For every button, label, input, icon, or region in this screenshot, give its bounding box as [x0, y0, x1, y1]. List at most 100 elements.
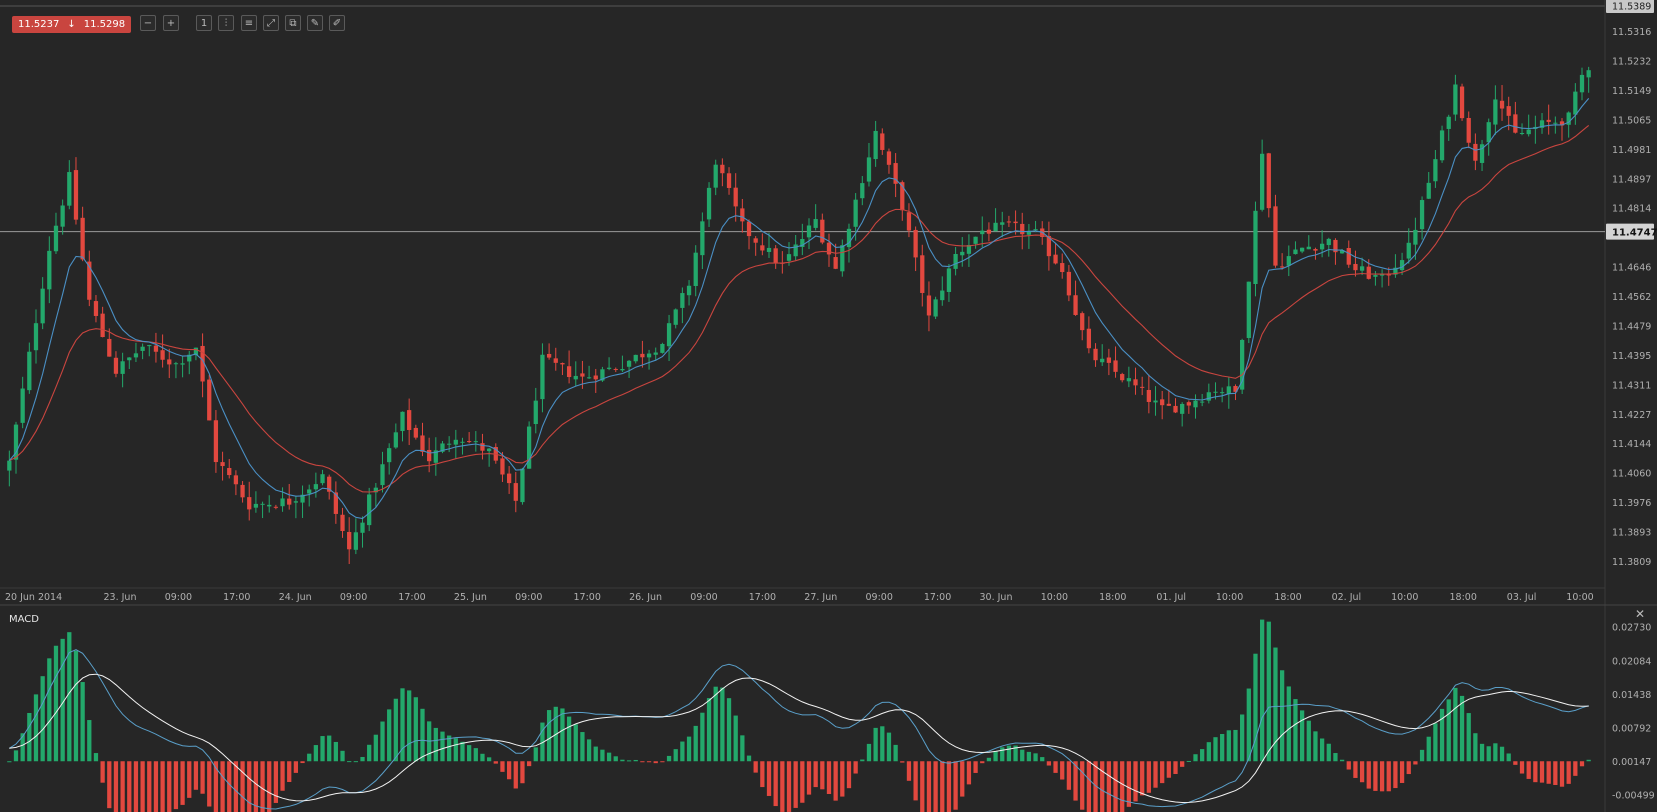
candle-body — [1446, 116, 1451, 129]
draw-line-icon[interactable]: ⤢ — [263, 15, 279, 31]
timeframe-button[interactable]: 1 — [196, 15, 212, 31]
macd-histogram-bar — [1506, 753, 1511, 762]
macd-histogram-bar — [140, 761, 145, 812]
candle-body — [260, 503, 265, 505]
candle-body — [187, 354, 192, 362]
candle-body — [167, 359, 172, 365]
macd-histogram-bar — [1106, 761, 1112, 812]
candle-body — [1373, 275, 1378, 277]
candle-body — [447, 443, 452, 445]
candle-body — [1233, 386, 1238, 392]
macd-histogram-bar — [606, 752, 612, 762]
candle-body — [1293, 249, 1298, 255]
price-axis: 11.5316 11.5232 11.5149 11.5065 11.4981 11.48… — [1606, 0, 1654, 568]
candle-body — [933, 299, 938, 317]
current-price-label: 11.4747 — [1612, 228, 1657, 239]
close-icon[interactable]: ✕ — [1635, 607, 1646, 621]
candle-body — [307, 489, 312, 494]
candle-body — [400, 411, 405, 432]
candle-body — [993, 222, 998, 232]
candle-body — [1146, 389, 1151, 402]
candle-body — [806, 225, 812, 238]
price-tick-label: 11.4395 — [1612, 351, 1651, 362]
time-tick-label: 20 Jun 2014 — [5, 592, 62, 603]
macd-histogram-bar — [753, 761, 758, 773]
zoom-out-icon[interactable]: − — [140, 15, 156, 31]
price-tick-label: 11.4814 — [1612, 204, 1651, 215]
macd-histogram-bar — [873, 727, 878, 762]
macd-histogram-bar — [1366, 761, 1371, 789]
candle-body — [1499, 100, 1505, 109]
candle-body — [880, 133, 885, 150]
candle-body — [207, 379, 212, 421]
candle-body — [1240, 339, 1245, 390]
candle-body — [746, 221, 752, 237]
macd-histogram-bar — [1086, 761, 1092, 812]
candle-body — [433, 450, 438, 463]
macd-histogram-bar — [640, 761, 645, 763]
macd-histogram-bar — [886, 732, 892, 762]
zoom-in-icon[interactable]: + — [163, 15, 179, 31]
candle-body — [1166, 403, 1171, 406]
macd-histogram-bar — [1326, 743, 1331, 762]
time-tick-label: 24. Jun — [279, 592, 312, 603]
candle-body — [500, 458, 505, 475]
macd-histogram-bar — [347, 761, 352, 763]
macd-histogram-bar — [706, 698, 712, 762]
time-tick-label: 17:00 — [223, 592, 250, 603]
quote-badge[interactable]: 11.5237 ↓ 11.5298 — [12, 15, 132, 33]
candle-body — [526, 426, 532, 469]
indicators-icon[interactable]: ≡ — [241, 15, 257, 31]
candle-body — [1033, 229, 1038, 231]
copy-icon[interactable]: ⧉ — [285, 15, 301, 31]
price-tick-label: 11.4144 — [1612, 439, 1651, 450]
price-tick-label: 11.5232 — [1612, 57, 1651, 68]
time-tick-label: 09:00 — [165, 592, 192, 603]
macd-histogram-bar — [726, 698, 732, 762]
macd-histogram-bar — [986, 757, 992, 762]
candle-body — [1393, 267, 1398, 275]
macd-axis: 0.02730 0.02084 0.01438 0.00792 0.00147 -0.00… — [1612, 623, 1655, 802]
macd-histogram-bar — [580, 732, 585, 762]
candle-body — [593, 375, 598, 380]
candle-body — [906, 212, 912, 231]
candle-body — [520, 468, 525, 503]
candle-body — [513, 483, 518, 501]
macd-histogram-bar — [467, 745, 472, 762]
edit-icon[interactable]: ✎ — [307, 15, 323, 31]
macd-histogram-bar — [820, 761, 825, 790]
time-axis: 20 Jun 2014 23. Jun 09:00 17:00 24. Jun 09:00… — [5, 592, 1594, 603]
candle-body — [1566, 112, 1571, 125]
bid-price: 11.5237 — [18, 18, 60, 30]
macd-histogram-bar — [653, 761, 658, 764]
candle-body — [1220, 392, 1225, 394]
time-tick-label: 09:00 — [515, 592, 542, 603]
candle-body — [1106, 357, 1112, 363]
candle-body — [1160, 399, 1165, 406]
candle-body — [440, 443, 445, 452]
macd-histogram-bar — [593, 746, 598, 762]
candle-body — [293, 501, 299, 503]
candle-body — [580, 373, 585, 377]
macd-histogram-bar — [227, 761, 232, 812]
macd-histogram-bar — [373, 734, 378, 762]
macd-histogram-bar — [327, 735, 332, 762]
candle-body — [573, 375, 578, 380]
macd-histogram-bar — [393, 698, 398, 762]
macd-histogram-bar — [293, 761, 299, 773]
macd-tick-label: 0.02730 — [1612, 623, 1651, 634]
candle-body — [673, 309, 678, 325]
candle-body — [200, 345, 205, 382]
candle-body — [713, 164, 718, 188]
candle-body — [633, 354, 638, 362]
macd-histogram-bar — [620, 759, 625, 762]
candle-body — [40, 288, 45, 324]
chart-type-icon[interactable]: ⫶ — [218, 15, 234, 31]
macd-histogram-bar — [180, 761, 185, 805]
macd-histogram-bar — [520, 761, 525, 784]
candle-body — [1120, 374, 1125, 381]
macd-histogram-bar — [1546, 761, 1551, 784]
macd-histogram-bar — [113, 761, 119, 812]
pencil-icon[interactable]: ✐ — [329, 15, 345, 31]
